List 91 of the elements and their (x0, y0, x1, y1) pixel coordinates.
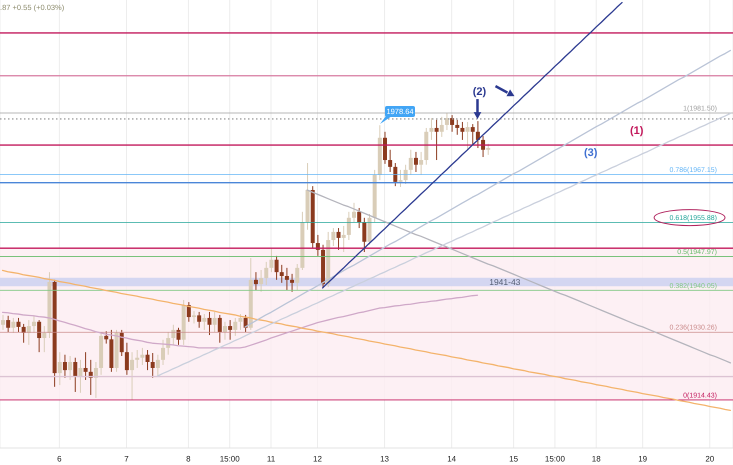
candlestick (150, 352, 155, 378)
candlestick (368, 213, 372, 246)
x-tick-label: 14 (447, 454, 457, 464)
x-tick-label: 11 (266, 454, 276, 464)
candlestick (398, 169, 402, 188)
candlestick (197, 311, 202, 328)
candlestick (295, 264, 300, 291)
candlestick (16, 317, 20, 333)
x-tick-label: 18 (592, 454, 602, 464)
candlestick (84, 352, 88, 380)
candlestick (342, 225, 346, 253)
candlestick (218, 314, 222, 344)
x-tick-label: 7 (124, 454, 130, 464)
candlestick (450, 114, 454, 132)
x-tick-label: 15 (509, 454, 519, 464)
candlestick (362, 217, 366, 253)
candlestick (440, 116, 444, 138)
candlestick (104, 330, 108, 344)
candlestick (73, 357, 78, 392)
candlestick (481, 136, 486, 158)
candlestick (455, 119, 460, 136)
candlestick (434, 119, 439, 161)
candlestick (346, 211, 351, 241)
candlestick (388, 149, 392, 173)
candlestick (37, 320, 42, 353)
candlestick (331, 228, 336, 247)
candlestick (68, 356, 72, 380)
candlestick (414, 151, 418, 173)
candlestick (336, 228, 341, 250)
candlestick (42, 326, 46, 353)
x-tick-label: 8 (186, 454, 192, 464)
candlestick (269, 247, 274, 273)
x-tick-label: 15:00 (220, 454, 240, 464)
candlestick (212, 311, 217, 333)
candlestick (26, 320, 31, 346)
candlestick (120, 329, 124, 357)
candlestick (408, 149, 413, 176)
candlestick (259, 270, 264, 292)
candlestick (290, 273, 294, 292)
candlestick (352, 202, 356, 223)
candlestick (264, 261, 268, 286)
x-tick-label: 20 (705, 454, 715, 464)
candlestick (22, 323, 26, 344)
candlestick (486, 143, 490, 156)
candlestick (124, 342, 129, 376)
candlestick (470, 124, 475, 146)
candlestick (1, 314, 5, 330)
candlestick (382, 131, 387, 164)
candlestick (284, 267, 289, 291)
candlestick (161, 339, 166, 366)
candlestick (171, 324, 176, 346)
candlestick (94, 361, 98, 398)
candlestick (6, 315, 10, 333)
candlestick (238, 314, 242, 330)
candlestick (244, 314, 248, 333)
candlestick (58, 352, 62, 386)
x-tick-label: 12 (313, 454, 322, 464)
candlestick (254, 272, 258, 291)
candlestick (280, 264, 284, 284)
candlestick (393, 162, 398, 187)
candlestick (228, 320, 232, 340)
candlestick (274, 255, 279, 280)
annotation: (2) (472, 86, 487, 98)
candlestick (130, 352, 134, 400)
candlestick (466, 121, 470, 150)
candlestick (140, 347, 144, 366)
candlestick (135, 350, 140, 368)
candlestick (186, 302, 191, 322)
candlestick (62, 354, 67, 378)
candlestick (166, 332, 170, 356)
x-tick-label: 6 (57, 454, 62, 464)
candlestick (176, 327, 181, 346)
candlestick (419, 151, 424, 176)
x-tick-label: 19 (638, 454, 648, 464)
band-label: 1941-43 (489, 276, 521, 287)
candlestick (32, 315, 36, 334)
candlestick (460, 121, 464, 140)
candlestick (429, 118, 434, 140)
x-tick-label: 15:00 (544, 454, 566, 464)
candlestick (357, 207, 362, 229)
candlestick (207, 311, 212, 336)
candlestick (156, 354, 160, 378)
candlestick (233, 317, 238, 336)
annotation: (1) (630, 125, 644, 137)
candlestick (202, 314, 206, 330)
candlestick (146, 350, 150, 371)
annotation: (3) (584, 147, 598, 159)
candlestick (444, 112, 449, 131)
candlestick (11, 317, 16, 334)
x-tick-label: 13 (380, 454, 390, 464)
candlestick (222, 321, 227, 340)
